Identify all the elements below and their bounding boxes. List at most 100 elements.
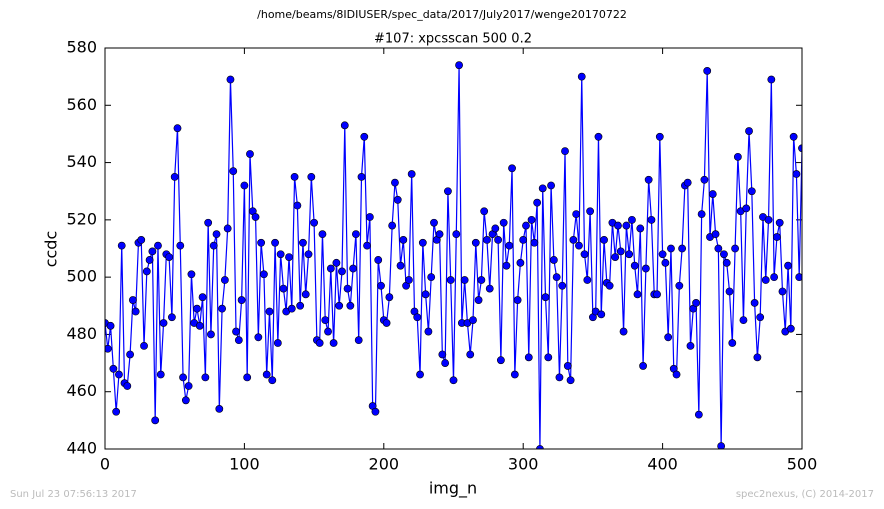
data-point	[260, 270, 268, 279]
footer-right: spec2nexus, (C) 2014-2017	[736, 489, 874, 500]
data-point	[544, 353, 553, 362]
data-point	[452, 230, 461, 239]
data-point	[418, 238, 427, 247]
data-point	[575, 241, 583, 250]
data-point	[145, 256, 154, 264]
data-point	[697, 210, 706, 219]
data-point	[516, 258, 525, 267]
data-point	[600, 236, 608, 244]
data-point	[611, 253, 620, 261]
footer-left: Sun Jul 23 07:56:13 2017	[10, 489, 137, 500]
data-point	[154, 241, 162, 250]
data-point	[435, 230, 444, 239]
suptitle: /home/beams/8IDIUSER/spec_data/2017/July…	[257, 8, 627, 21]
x-tick-label: 0	[100, 455, 110, 474]
data-point	[747, 187, 756, 196]
data-point	[524, 353, 533, 362]
data-point	[195, 321, 204, 330]
data-point	[786, 324, 795, 333]
data-point	[750, 299, 759, 307]
data-point	[552, 273, 561, 282]
data-point	[549, 256, 558, 264]
data-point	[382, 319, 391, 327]
data-point	[424, 327, 433, 336]
data-point	[106, 321, 115, 330]
data-point	[123, 382, 132, 390]
data-point	[321, 316, 330, 325]
data-point	[444, 187, 452, 196]
data-point	[218, 304, 226, 313]
data-point	[105, 344, 112, 353]
data-point	[533, 198, 542, 207]
data-point	[299, 238, 307, 247]
data-point	[352, 230, 360, 239]
data-point	[168, 313, 176, 322]
data-point	[318, 230, 327, 239]
x-tick-label: 500	[787, 455, 818, 474]
data-point	[471, 238, 480, 247]
data-point	[753, 353, 762, 362]
data-point	[340, 121, 349, 130]
data-point	[374, 256, 383, 264]
data-point	[778, 287, 787, 296]
data-point	[561, 147, 569, 156]
data-point	[678, 244, 687, 253]
data-point	[151, 416, 160, 425]
data-point	[622, 221, 631, 230]
data-point	[262, 370, 271, 379]
data-point	[229, 167, 238, 176]
data-point	[703, 67, 712, 75]
data-point	[212, 230, 221, 239]
data-point	[365, 213, 374, 221]
chart-title: #107: xpcsscan 500 0.2	[374, 32, 532, 47]
data-point	[404, 276, 413, 284]
data-point	[187, 270, 196, 279]
y-tick-label: 460	[66, 381, 97, 400]
y-tick-label: 580	[66, 38, 97, 57]
x-tick-label: 200	[369, 455, 400, 474]
data-point	[661, 258, 670, 267]
data-point	[558, 281, 567, 290]
data-point	[455, 61, 463, 70]
data-point	[733, 152, 742, 161]
data-point	[204, 218, 213, 227]
data-point	[633, 290, 642, 299]
data-point	[667, 244, 675, 253]
data-point	[310, 218, 318, 227]
data-point	[569, 236, 578, 244]
data-point	[686, 341, 695, 350]
data-point	[279, 284, 288, 293]
data-point	[385, 293, 394, 302]
data-point	[449, 376, 458, 385]
data-point	[377, 281, 385, 290]
data-point	[251, 213, 260, 221]
data-point	[357, 172, 366, 181]
data-point	[243, 373, 252, 382]
data-point	[641, 264, 650, 273]
data-point	[209, 241, 218, 250]
data-point	[745, 127, 753, 135]
data-point	[290, 172, 299, 181]
data-point	[728, 339, 737, 347]
data-point	[148, 247, 157, 256]
data-point	[159, 319, 168, 327]
data-point	[466, 350, 475, 359]
data-point	[315, 339, 324, 347]
data-point	[767, 75, 776, 84]
data-point	[416, 370, 424, 379]
data-point	[346, 301, 355, 310]
data-point	[304, 250, 313, 259]
data-point	[137, 236, 146, 244]
data-point	[510, 370, 519, 379]
data-point	[179, 373, 187, 382]
data-point	[276, 250, 285, 259]
data-point	[538, 184, 547, 193]
data-point	[207, 330, 215, 339]
data-point	[421, 290, 430, 299]
data-point	[335, 301, 344, 310]
data-point	[126, 350, 134, 359]
data-point	[614, 221, 622, 230]
data-point	[739, 316, 748, 325]
data-point	[775, 218, 784, 227]
data-point	[798, 144, 802, 153]
